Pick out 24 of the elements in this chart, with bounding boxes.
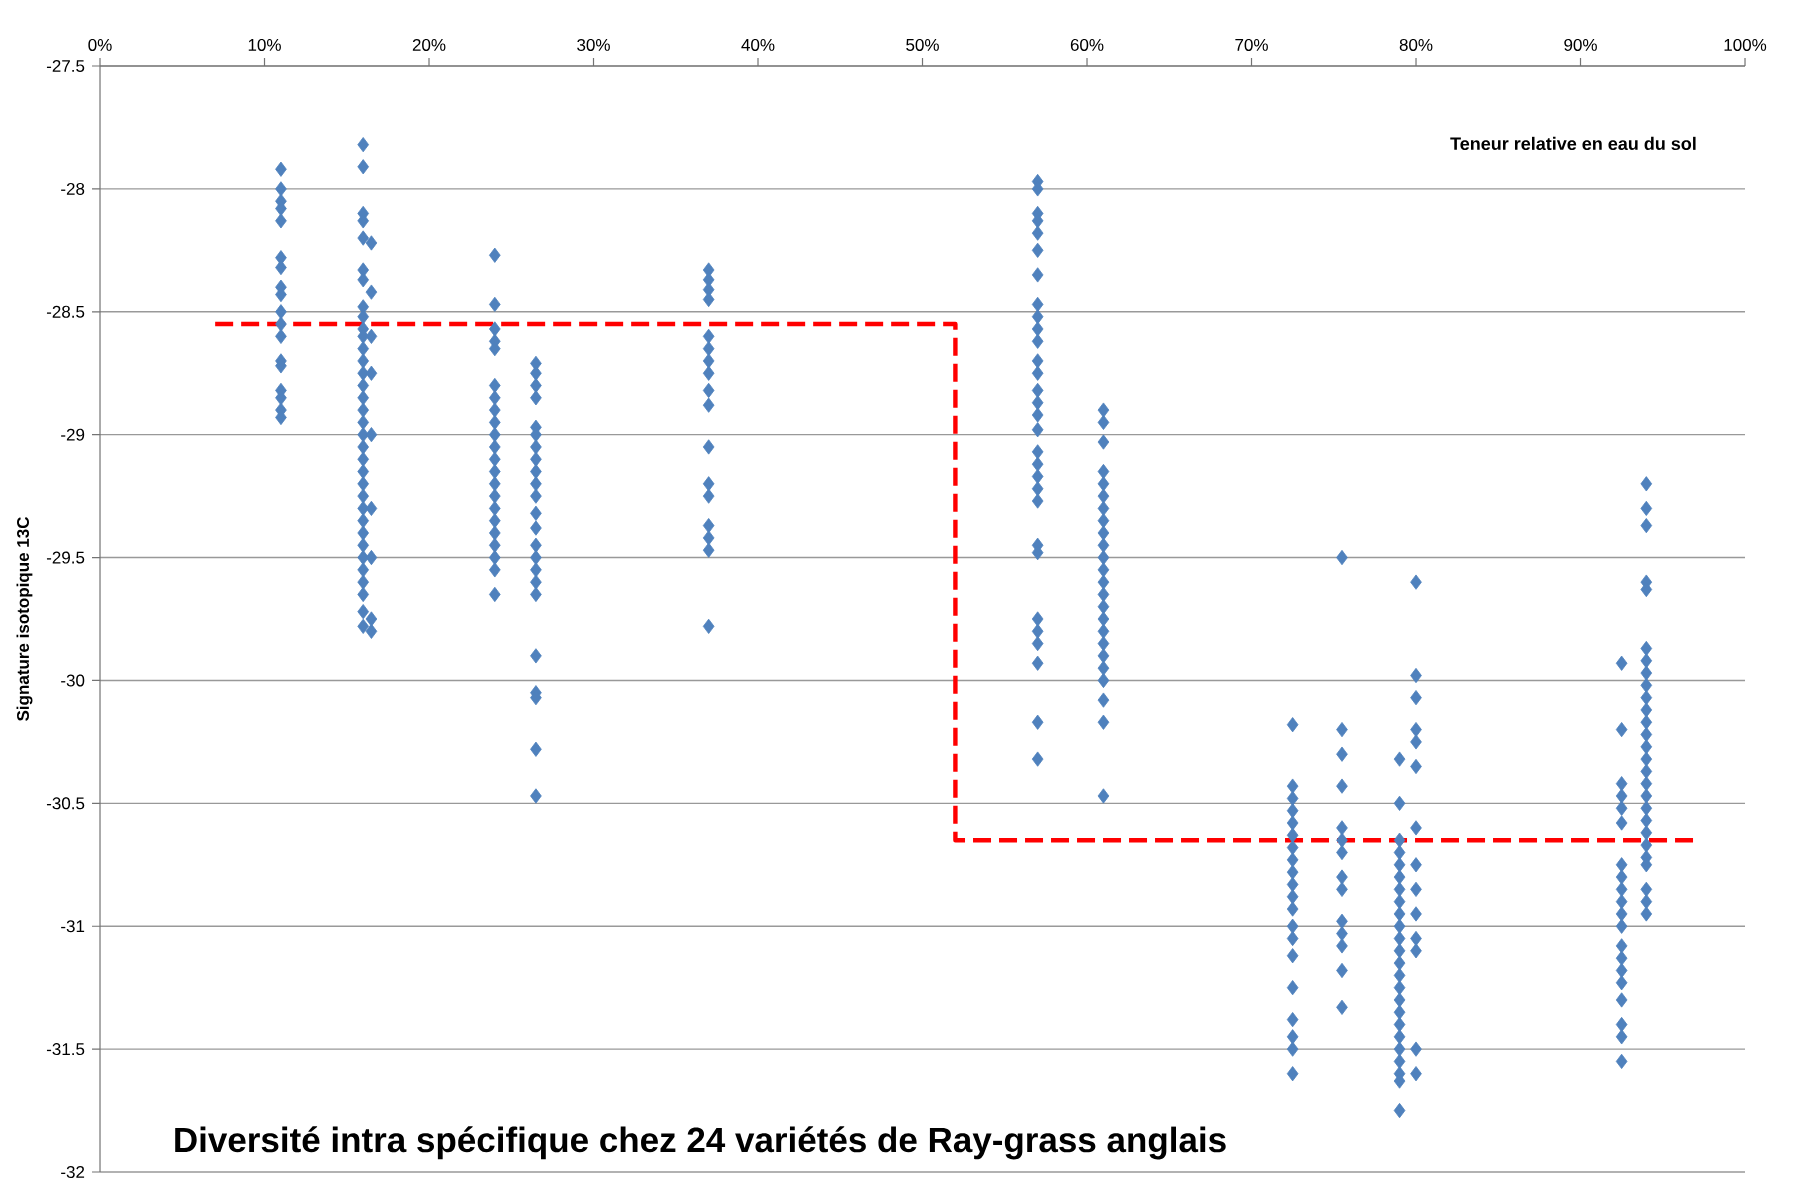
x-tick-label: 90%: [1564, 38, 1597, 51]
y-tick-label: -31.5: [46, 1043, 85, 1056]
y-axis-title: Signature isotopique 13C: [16, 516, 33, 721]
y-tick-label: -28.5: [46, 305, 85, 318]
x-tick-label: 80%: [1399, 38, 1433, 51]
x-tick-label: 30%: [577, 38, 610, 51]
x-tick-label: 100%: [1724, 38, 1767, 51]
y-tick-label: -29: [61, 428, 85, 441]
x-tick-label: 60%: [1070, 38, 1104, 51]
y-tick-label: -27.5: [46, 60, 85, 73]
y-tick-label: -29.5: [46, 551, 85, 564]
y-tick-label: -32: [61, 1166, 85, 1179]
y-tick-label: -30.5: [46, 797, 85, 810]
x-tick-label: 50%: [906, 38, 939, 51]
y-tick-label: -28: [61, 182, 85, 195]
y-tick-label: -30: [61, 674, 85, 687]
x-axis-title: Teneur relative en eau du sol: [1450, 136, 1696, 151]
x-tick-label: 10%: [248, 38, 281, 51]
x-tick-label: 40%: [741, 38, 775, 51]
x-tick-label: 70%: [1235, 38, 1268, 51]
y-tick-label: -31: [61, 920, 85, 933]
x-tick-label: 0%: [88, 38, 112, 51]
text: Diversité intra spécifique chez 24 variétés de Ray-grass anglais: [175, 1126, 1226, 1160]
x-tick-label: 20%: [412, 38, 446, 51]
